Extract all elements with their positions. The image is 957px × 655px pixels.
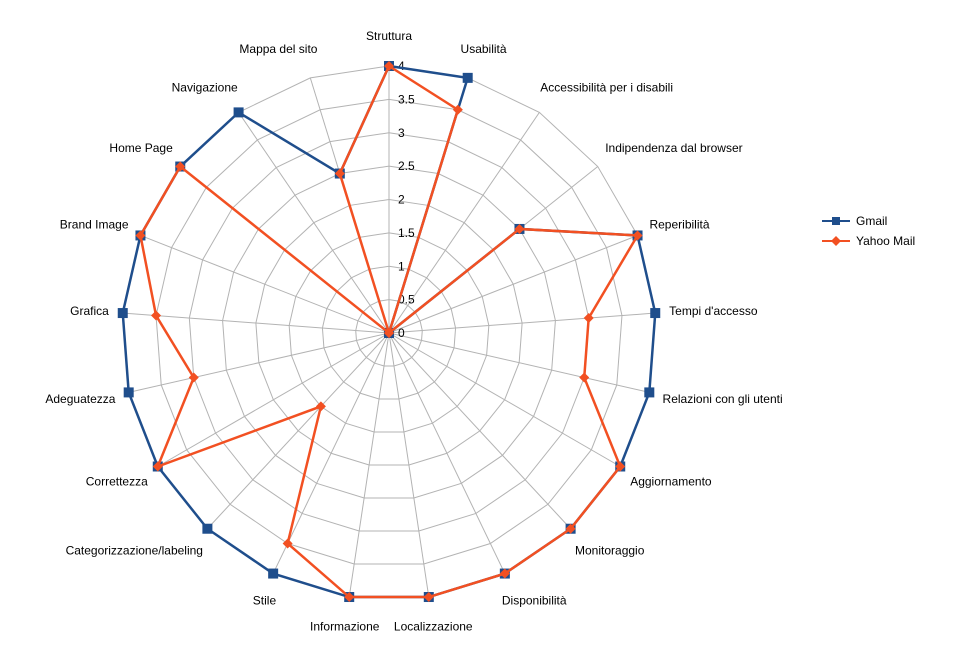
tick-label: 4 [398,59,405,73]
legend-item: Gmail [822,214,887,228]
series-line [139,64,640,599]
category-label: Relazioni con gli utenti [663,392,783,406]
tick-label: 3 [398,126,405,140]
category-label: Grafica [70,304,109,318]
grid-ring [222,165,556,499]
data-point [135,230,146,241]
category-label: Categorizzazione/labeling [66,544,203,558]
series-yahoo-mail [135,61,643,603]
legend-label: Yahoo Mail [856,234,915,248]
legend-marker [831,236,841,246]
data-point [334,168,345,179]
category-label: Home Page [109,141,173,155]
legend-item: Yahoo Mail [822,234,915,248]
grid-spoke [388,332,621,467]
data-point [282,538,293,549]
grid-ring [155,98,623,565]
grid-ring [255,198,523,466]
grid-spoke [238,112,390,334]
category-label: Informazione [310,620,380,634]
data-point [344,592,355,603]
data-point [233,107,244,118]
data-point [152,461,163,472]
data-point [117,308,128,319]
category-label: Tempi d'accesso [669,304,758,318]
category-label: Correttezza [86,475,148,489]
legend-marker [832,217,840,225]
tick-label: 2 [398,193,405,207]
grid-spoke [388,312,656,334]
data-point [123,387,134,398]
grid-spoke [207,332,390,530]
category-label: Indipendenza dal browser [605,141,742,155]
tick-label: 1.5 [398,226,415,240]
grid-ring [188,132,590,532]
tick-label: 2.5 [398,159,415,173]
category-label: Struttura [366,29,412,43]
grid-spoke [388,332,650,393]
radial-axis-ticks: 0 0.5 1 1.5 2 2.5 3 3.5 4 [398,59,415,340]
grid-spoke [348,332,390,598]
tick-label: 1 [398,259,405,273]
grid-ring [355,299,423,367]
category-labels: Struttura Usabilità Accessibilità per i di… [45,29,782,634]
data-point [514,223,525,234]
grid-spoke [122,312,390,334]
data-point [579,372,590,383]
category-label: Brand Image [60,217,129,231]
series-layer [117,61,661,603]
legend-label: Gmail [856,214,887,228]
grid-spoke [388,332,430,598]
data-point [452,104,463,115]
tick-label: 0 [398,326,405,340]
data-point [632,230,643,241]
data-point [202,523,213,534]
grid-spoke [128,332,390,393]
data-point [315,401,326,412]
grid-spoke [388,332,571,530]
category-label: Adeguatezza [45,392,115,406]
grid-spoke [140,234,390,334]
category-label: Disponibilità [502,594,567,608]
grid-ring [321,265,457,400]
data-point [384,61,394,71]
data-point [499,568,510,579]
category-label: Stile [253,594,277,608]
category-label: Navigazione [172,81,238,95]
category-label: Mappa del sito [239,42,317,56]
grid-spoke [272,332,390,574]
data-point [268,568,279,579]
data-point [644,387,655,398]
data-point [565,523,576,534]
category-label: Usabilità [461,42,507,56]
grid-spoke [388,112,540,334]
grid-spoke [388,234,638,334]
data-point [583,313,594,324]
data-point [384,328,394,338]
category-label: Reperibilità [649,217,709,231]
data-point [650,308,661,319]
grid-spoke [157,332,390,467]
category-label: Localizzazione [394,620,473,634]
data-point [462,72,473,83]
tick-label: 3.5 [398,92,415,106]
data-point [188,372,199,383]
tick-label: 0.5 [398,293,415,307]
legend: Gmail Yahoo Mail [822,214,915,248]
data-point [615,461,626,472]
category-label: Accessibilità per i disabili [540,81,673,95]
grid-ring [288,232,490,433]
data-point [151,310,162,321]
data-point [175,161,186,172]
grid-spoke [388,332,506,574]
category-label: Aggiornamento [630,475,712,489]
data-point [423,592,434,603]
category-label: Monitoraggio [575,544,645,558]
